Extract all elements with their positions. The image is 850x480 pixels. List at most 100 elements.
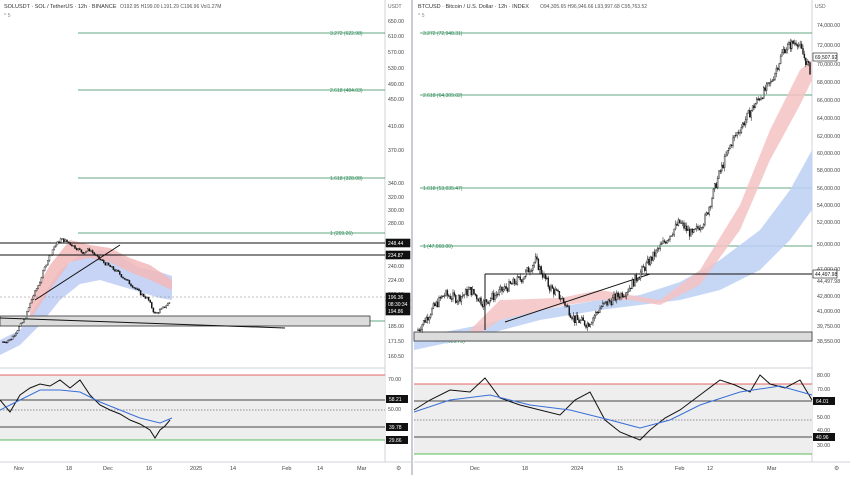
- right-candle-body: [497, 293, 499, 296]
- left-candle-body: [18, 326, 20, 331]
- right-candle-body: [592, 317, 594, 323]
- left-candle-body: [23, 319, 25, 323]
- right-candle-body: [789, 42, 792, 49]
- left-candle-body: [21, 322, 23, 324]
- right-candle-body: [631, 279, 633, 289]
- right-rsi-band: [414, 384, 812, 454]
- left-price-badge-label: 08:30:34: [388, 302, 408, 308]
- left-candle-body: [106, 262, 108, 266]
- left-candle-body: [88, 248, 91, 252]
- right-candle-body: [730, 144, 733, 147]
- right-candle-body: [462, 295, 464, 297]
- left-candle-body: [151, 302, 153, 309]
- right-candle-body: [455, 295, 457, 303]
- right-candle-body: [803, 54, 806, 59]
- right-candle-body: [705, 212, 708, 216]
- right-candle-body: [541, 273, 544, 278]
- right-candle-body: [693, 229, 695, 233]
- right-candle-body: [723, 155, 726, 168]
- right-candle-body: [474, 293, 477, 296]
- left-candle-body: [127, 279, 129, 281]
- left-price-badge-label: 248.44: [388, 241, 404, 247]
- right-candle-body: [778, 63, 780, 70]
- left-candle-body: [167, 303, 169, 307]
- right-candle-body: [558, 290, 561, 299]
- right-candle-body: [735, 135, 737, 137]
- left-settings-icon[interactable]: ⚙: [396, 465, 401, 472]
- left-candle-body: [165, 305, 167, 308]
- left-trendline-lower: [0, 317, 286, 329]
- right-candle-body: [691, 228, 694, 233]
- right-candle-body: [484, 299, 486, 301]
- left-candle-body: [45, 264, 47, 268]
- right-indicator-toggle[interactable]: ^ 5: [418, 13, 425, 19]
- right-candle-body: [739, 132, 741, 134]
- right-candle-body: [796, 44, 799, 47]
- right-candle-body: [632, 279, 635, 287]
- right-candle-body: [448, 295, 450, 297]
- right-candle-body: [529, 271, 531, 273]
- right-candle-body: [565, 305, 568, 307]
- right-candle-body: [481, 303, 484, 307]
- right-candle-body: [505, 286, 507, 289]
- right-rsi-tick: 80.00: [817, 373, 830, 379]
- right-candle-body: [597, 311, 600, 314]
- right-rsi-tick: 40.00: [817, 428, 830, 434]
- left-candle-body: [56, 241, 59, 246]
- right-candle-body: [644, 267, 646, 271]
- right-candle-body: [732, 137, 734, 146]
- left-candle-body: [160, 308, 163, 310]
- left-indicator-toggle[interactable]: ^ 5: [4, 13, 11, 19]
- right-candle-body: [553, 288, 555, 295]
- right-candle-body: [607, 299, 610, 306]
- right-candle-body: [751, 105, 754, 111]
- right-settings-icon[interactable]: ⚙: [834, 465, 839, 472]
- left-candle-body: [120, 274, 123, 278]
- right-candle-body: [424, 320, 426, 323]
- left-candle-body: [43, 266, 46, 271]
- right-candle-body: [599, 308, 601, 313]
- right-candle-body: [432, 303, 435, 309]
- left-candle-body: [5, 342, 7, 344]
- right-candle-body: [434, 303, 436, 307]
- right-candle-body: [526, 267, 528, 272]
- left-fib-label: 1 (259.26): [330, 231, 353, 237]
- left-candle-body: [34, 290, 36, 297]
- left-candle-body: [61, 238, 63, 240]
- right-candle-body: [770, 81, 772, 84]
- left-candle-body: [133, 287, 135, 289]
- right-candle-body: [547, 277, 549, 287]
- left-price-tick: 240.00: [388, 264, 404, 270]
- right-candle-body: [460, 296, 463, 302]
- right-candle-body: [492, 292, 495, 300]
- right-candle-body: [782, 48, 785, 53]
- left-price-badge-label: 194.86: [388, 309, 404, 315]
- right-candle-body: [511, 283, 513, 285]
- right-candle-body: [467, 289, 470, 296]
- left-candle-body: [2, 341, 4, 343]
- right-rsi-badge-label: 40.96: [816, 435, 829, 441]
- left-time-label: Dec: [103, 466, 113, 472]
- left-price-tick: 320.00: [388, 195, 404, 201]
- right-candle-body: [418, 329, 421, 331]
- right-rsi-badge: [813, 433, 835, 441]
- left-candle-body: [122, 276, 124, 279]
- left-candle-body: [154, 311, 156, 314]
- left-price-tick: 300.00: [388, 208, 404, 214]
- right-candle-body: [718, 170, 720, 179]
- right-candle-body: [585, 325, 587, 328]
- left-rsi-badge-label: 29.86: [389, 438, 402, 444]
- left-rsi-tick: 50.00: [388, 407, 401, 413]
- left-candle-body: [3, 341, 6, 343]
- right-rsi-signal: [413, 385, 813, 429]
- right-candle-body: [768, 82, 771, 84]
- right-candle-body: [698, 227, 701, 231]
- right-candle-body: [802, 48, 804, 55]
- right-candle-body: [653, 251, 656, 257]
- left-ohlc: O192.95 H199.00 L191.29 C196.96 Vol1.27M: [120, 4, 221, 10]
- left-price-badge-label: 234.87: [388, 253, 404, 259]
- right-candle-body: [533, 262, 535, 266]
- right-candle-body: [733, 135, 736, 139]
- right-candle-body: [568, 306, 570, 316]
